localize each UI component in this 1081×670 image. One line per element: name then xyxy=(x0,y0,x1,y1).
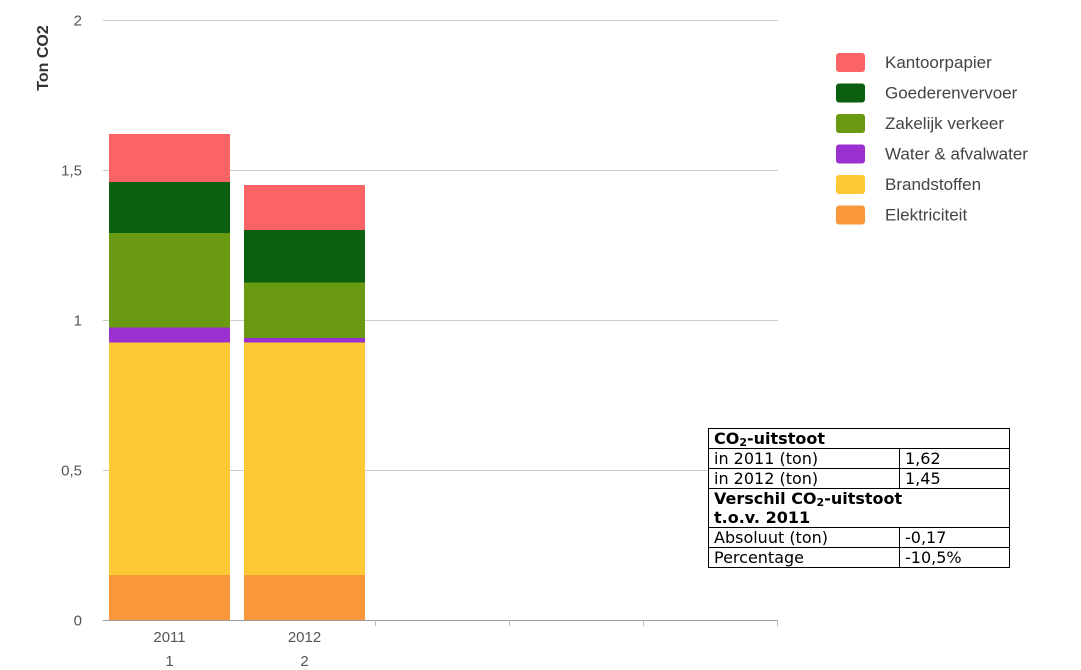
legend-swatch xyxy=(836,53,865,72)
bar-segment xyxy=(109,342,230,575)
legend-label: Kantoorpapier xyxy=(885,53,992,72)
pct-label: Percentage xyxy=(708,547,900,568)
bar-segment xyxy=(244,575,365,620)
co2-summary-table: CO2-uitstoot in 2011 (ton) 1,62 in 2012 … xyxy=(708,428,1010,568)
bar-segment xyxy=(109,233,230,328)
y-tick-label: 0,5 xyxy=(61,463,82,480)
table-subheader-row: Verschil CO2-uitstoot t.o.v. 2011 xyxy=(708,488,1010,528)
legend-label: Water & afvalwater xyxy=(885,145,1028,164)
x-tick-sublabel: 2 xyxy=(300,653,308,670)
legend-label: Elektriciteit xyxy=(885,206,967,225)
x-tick-sublabel: 1 xyxy=(165,653,173,670)
legend-swatch xyxy=(836,114,865,133)
x-tick-label: 2012 xyxy=(288,629,321,646)
bar-segment xyxy=(244,230,365,283)
y-axis-ticks: 0 0,5 1 1,5 2 xyxy=(61,13,82,630)
bar-segment xyxy=(109,182,230,233)
legend-swatch xyxy=(836,205,865,225)
x-tick-label: 2011 xyxy=(153,629,185,646)
legend-swatch xyxy=(836,144,865,164)
legend-swatch xyxy=(836,83,865,103)
legend-swatch xyxy=(836,175,865,194)
row-2011-value: 1,62 xyxy=(899,448,1010,469)
bar-segment xyxy=(109,327,230,343)
legend-label: Goederenvervoer xyxy=(885,84,1018,103)
bar-segment xyxy=(244,338,365,343)
legend-label: Zakelijk verkeer xyxy=(885,114,1004,133)
table-row: in 2012 (ton) 1,45 xyxy=(708,468,1010,489)
x-axis-ticks: 2011 1 2012 2 xyxy=(153,629,321,670)
table-header-row: CO2-uitstoot xyxy=(708,428,1010,449)
bar-segment xyxy=(109,134,230,182)
table-row: Percentage -10,5% xyxy=(708,547,1010,568)
bar-segment xyxy=(244,282,365,338)
legend-label: Brandstoffen xyxy=(885,175,981,194)
pct-value: -10,5% xyxy=(899,547,1010,568)
bar-segment xyxy=(244,342,365,575)
diff-header: Verschil CO2-uitstoot t.o.v. 2011 xyxy=(708,488,1010,528)
row-2011-label: in 2011 (ton) xyxy=(708,448,900,469)
table-header: CO2-uitstoot xyxy=(708,428,1010,449)
y-tick-label: 2 xyxy=(74,13,82,30)
abs-value: -0,17 xyxy=(899,527,1010,548)
y-tick-label: 0 xyxy=(74,613,82,630)
bar-segment xyxy=(244,185,365,230)
table-row: in 2011 (ton) 1,62 xyxy=(708,448,1010,469)
y-tick-label: 1 xyxy=(74,313,82,330)
row-2012-label: in 2012 (ton) xyxy=(708,468,900,489)
bars xyxy=(109,134,365,620)
bar-segment xyxy=(109,575,230,620)
legend: Kantoorpapier Goederenvervoer Zakelijk ver… xyxy=(836,53,1028,225)
y-tick-label: 1,5 xyxy=(61,163,82,180)
table-row: Absoluut (ton) -0,17 xyxy=(708,527,1010,548)
y-axis-label: Ton CO2 xyxy=(35,25,52,91)
abs-label: Absoluut (ton) xyxy=(708,527,900,548)
row-2012-value: 1,45 xyxy=(899,468,1010,489)
